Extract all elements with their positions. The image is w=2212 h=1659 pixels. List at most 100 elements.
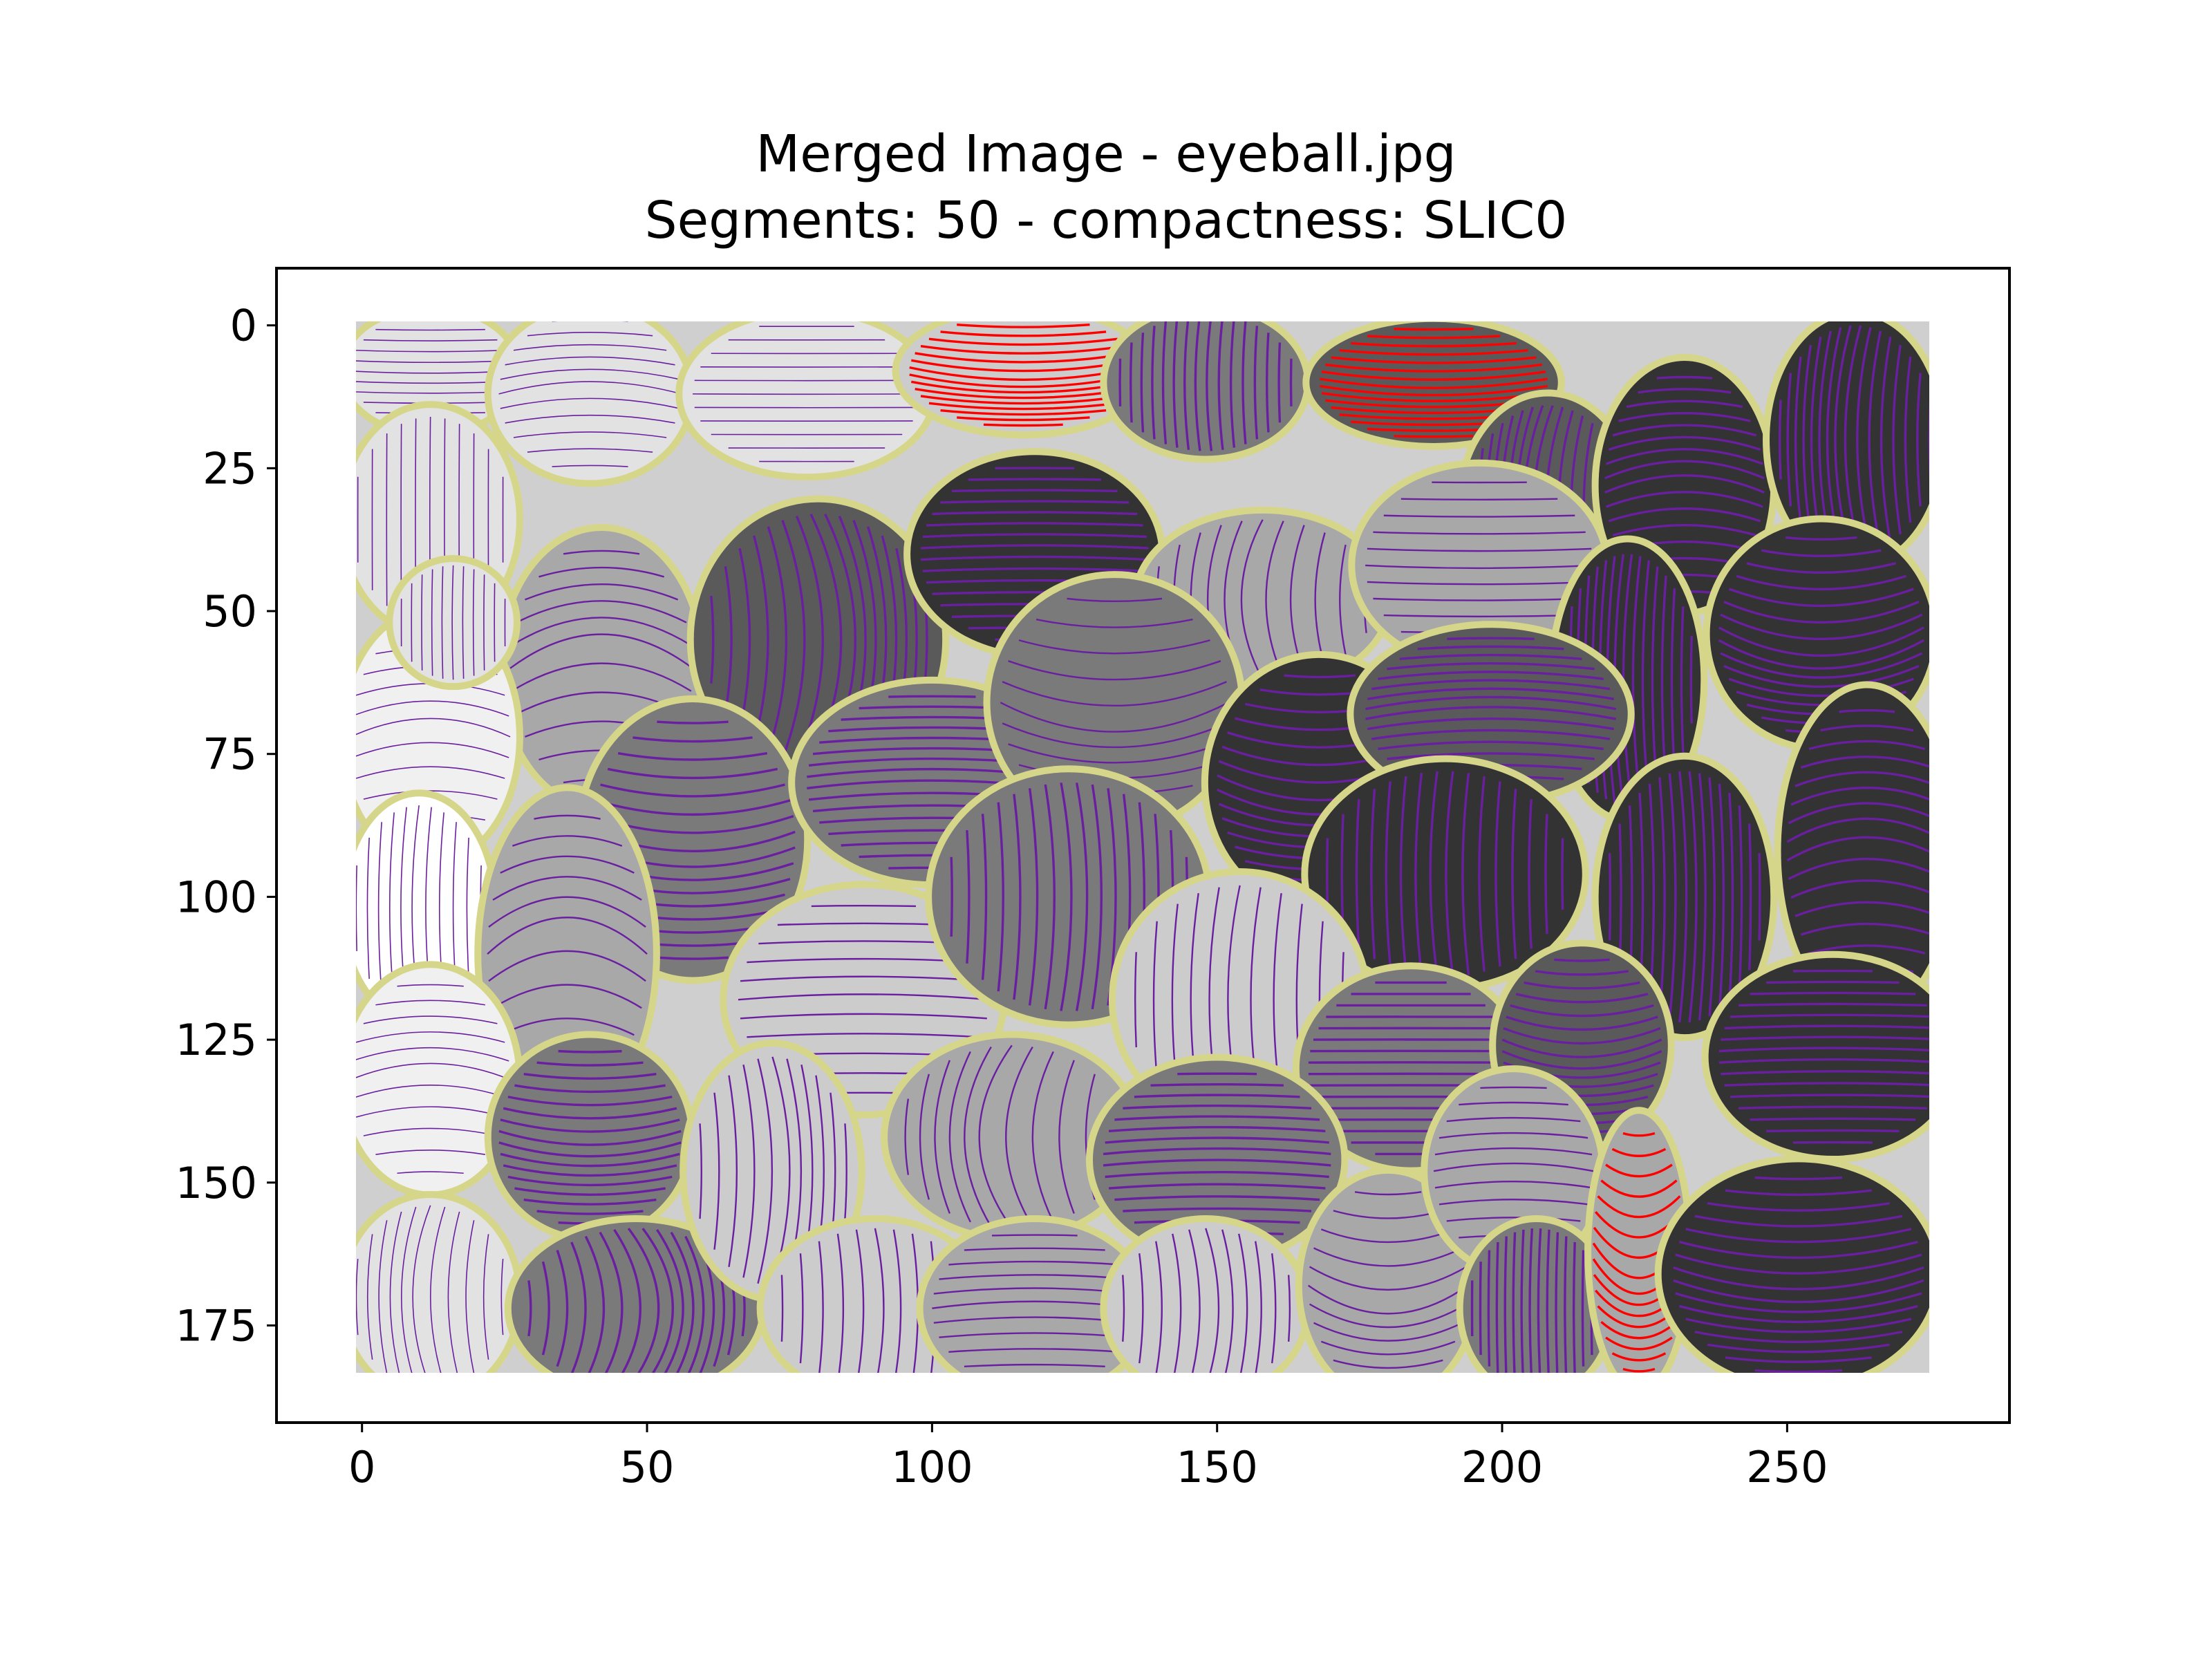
segment [386, 554, 521, 691]
streamline [1217, 321, 1224, 450]
segment [1763, 321, 1929, 572]
streamline [1555, 1232, 1559, 1373]
streamline [1221, 1229, 1234, 1373]
streamline [1725, 1189, 1872, 1197]
streamline [1524, 981, 1640, 990]
streamline [397, 984, 464, 987]
streamline [1480, 1086, 1547, 1089]
streamline [1723, 601, 1920, 624]
streamline [904, 1098, 910, 1175]
streamline [855, 1229, 865, 1373]
streamline [940, 409, 1107, 416]
streamline [1800, 922, 1929, 936]
streamline [1378, 671, 1604, 680]
streamline [1856, 327, 1872, 552]
streamline [607, 767, 778, 780]
streamline [1766, 980, 1900, 984]
streamline [1512, 1232, 1517, 1373]
streamline [1880, 337, 1892, 543]
streamline [1725, 1356, 1872, 1363]
streamline [500, 1258, 504, 1335]
streamline [1790, 879, 1929, 899]
streamline [1605, 491, 1763, 508]
y-tick-label: 125 [176, 1015, 257, 1065]
streamline [1736, 574, 1907, 591]
segment [1085, 1053, 1349, 1266]
streamline [670, 1231, 695, 1373]
streamline [1685, 1228, 1912, 1244]
streamline [740, 1013, 987, 1020]
streamline [1698, 773, 1707, 1021]
streamline [1600, 1320, 1678, 1340]
streamline [1320, 384, 1548, 397]
streamline [527, 332, 653, 337]
streamline [1581, 1250, 1585, 1367]
streamline [1546, 1229, 1550, 1373]
streamline [1434, 1180, 1593, 1189]
streamline [1786, 836, 1929, 862]
streamline [1394, 328, 1474, 331]
streamline [1378, 740, 1604, 751]
streamline [1785, 536, 1857, 541]
streamline [1205, 1228, 1220, 1373]
streamline [1367, 335, 1501, 339]
streamline [1114, 1115, 1320, 1121]
streamline [512, 835, 623, 847]
streamline [1622, 1367, 1656, 1373]
streamline [1694, 1331, 1903, 1343]
streamline [1724, 1082, 1929, 1087]
streamline [1510, 1004, 1654, 1018]
streamline [657, 956, 729, 960]
streamline [888, 695, 976, 698]
streamline [356, 1047, 509, 1062]
streamline [1605, 1336, 1673, 1351]
y-tick-label: 100 [176, 872, 257, 922]
streamline [627, 1228, 660, 1373]
streamline [1002, 722, 1227, 749]
streamline [375, 1000, 486, 1006]
streamline [1723, 665, 1920, 688]
streamline [657, 720, 729, 724]
streamline [997, 802, 1004, 992]
streamline [513, 431, 667, 438]
streamline [488, 896, 646, 928]
streamline [498, 381, 682, 395]
streamline [1788, 857, 1929, 881]
streamline [431, 569, 433, 676]
streamline [1385, 781, 1391, 967]
streamline [1608, 507, 1761, 523]
streamline [1808, 944, 1926, 955]
streamline [1339, 544, 1347, 655]
streamline [920, 395, 1126, 405]
streamline [462, 566, 465, 679]
streamline [1333, 1359, 1443, 1369]
streamline [1152, 921, 1158, 1078]
streamline [1554, 958, 1610, 962]
streamline [613, 1229, 641, 1373]
y-tick-label: 50 [203, 586, 257, 637]
streamline [1320, 1340, 1456, 1356]
streamline [378, 1220, 388, 1373]
streamline [1229, 321, 1236, 448]
streamline [1138, 1253, 1144, 1364]
streamline [552, 465, 628, 467]
streamline [799, 1253, 804, 1364]
streamline [356, 1258, 359, 1335]
streamline [523, 1198, 657, 1206]
streamline [513, 344, 667, 351]
streamline [1373, 531, 1586, 535]
streamline [366, 1234, 373, 1360]
streamline [1031, 1051, 1054, 1223]
streamline [641, 1228, 674, 1373]
streamline [1188, 1229, 1201, 1373]
streamline [1321, 371, 1546, 381]
streamline [1520, 1229, 1525, 1373]
streamline [836, 1233, 845, 1373]
streamline [1103, 1159, 1331, 1167]
streamline [498, 1141, 682, 1158]
streamline [1387, 662, 1595, 671]
streamline [1608, 435, 1761, 451]
streamline [1383, 614, 1575, 618]
streamline [492, 984, 642, 1009]
